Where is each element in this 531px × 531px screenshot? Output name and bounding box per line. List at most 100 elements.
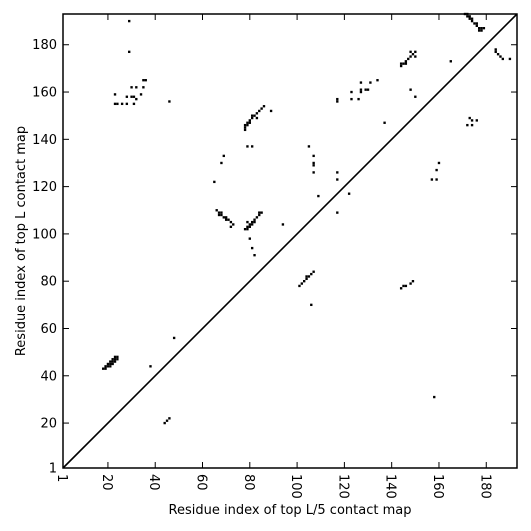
- contact-point: [409, 55, 412, 58]
- x-tick-label: 60: [194, 474, 209, 491]
- contact-point: [229, 220, 233, 224]
- contact-point: [243, 123, 247, 127]
- y-tick-label: 120: [32, 180, 57, 195]
- contact-point: [250, 223, 254, 226]
- contact-point: [248, 223, 251, 226]
- contact-point: [409, 88, 412, 91]
- diagonal-line: [62, 13, 518, 469]
- contact-point: [168, 100, 171, 103]
- contact-point: [305, 277, 308, 281]
- contact-point: [246, 121, 249, 124]
- contact-point: [350, 90, 353, 94]
- contact-point: [116, 102, 119, 106]
- contact-point: [104, 367, 107, 370]
- contact-point: [336, 178, 339, 181]
- contact-point: [449, 60, 452, 63]
- plot-frame: [62, 13, 518, 469]
- contact-point: [494, 50, 497, 54]
- contact-point: [473, 22, 476, 25]
- contact-point: [232, 223, 235, 226]
- contact-point: [402, 62, 405, 65]
- y-tick-label: 60: [40, 322, 57, 337]
- x-tick-label: 40: [146, 474, 161, 491]
- contact-point: [253, 220, 256, 224]
- contact-point: [250, 145, 254, 148]
- contact-point: [246, 227, 249, 231]
- y-axis-label: Residue index of top L contact map: [14, 126, 29, 356]
- y-tick-label: 100: [32, 227, 57, 242]
- contact-point: [111, 358, 114, 361]
- contact-point: [258, 211, 261, 214]
- contact-point: [260, 107, 263, 110]
- contact-point: [470, 17, 474, 20]
- contact-point: [165, 419, 169, 422]
- contact-point: [475, 24, 478, 28]
- contact-point: [113, 93, 117, 96]
- contact-point: [215, 209, 218, 212]
- y-tick-label: 20: [40, 417, 57, 432]
- contact-points: [102, 12, 512, 425]
- contact-point: [359, 90, 363, 94]
- contact-point: [222, 154, 225, 158]
- contact-point: [336, 97, 339, 101]
- x-tick-label: 20: [99, 474, 114, 491]
- contact-point: [255, 216, 259, 219]
- contact-point: [262, 105, 266, 108]
- contact-point: [163, 421, 166, 425]
- contact-point: [243, 126, 247, 129]
- contact-point: [399, 62, 403, 65]
- contact-point: [470, 123, 474, 127]
- contact-point: [253, 254, 256, 257]
- y-tick-label: 140: [32, 133, 57, 148]
- y-tick-label: 40: [40, 369, 57, 384]
- x-tick-label: 180: [477, 474, 492, 499]
- contact-point: [399, 287, 403, 290]
- contact-point: [376, 79, 379, 82]
- contact-point: [220, 161, 223, 165]
- x-tick-label: 1: [54, 474, 69, 482]
- contact-point: [359, 81, 363, 84]
- contact-point: [246, 220, 249, 224]
- contact-point: [111, 362, 114, 366]
- contact-point: [248, 225, 251, 228]
- contact-point: [480, 29, 483, 32]
- contact-point: [250, 220, 254, 224]
- contact-point: [357, 97, 360, 101]
- contact-point: [508, 57, 512, 61]
- x-tick-label: 80: [241, 474, 256, 491]
- contact-point: [220, 211, 223, 214]
- contact-point: [435, 168, 438, 172]
- x-tick-label: 140: [383, 474, 398, 499]
- contact-point: [227, 218, 230, 221]
- contact-point: [300, 282, 304, 285]
- contact-point: [336, 171, 339, 174]
- contact-point: [243, 128, 247, 132]
- axis-ticks: 1 20 40 60 80 100 120 140 160 1801204060801001201…: [32, 14, 517, 499]
- contact-point: [253, 114, 256, 117]
- contact-point: [407, 57, 410, 61]
- contact-point: [404, 284, 408, 288]
- contact-point: [307, 145, 311, 148]
- contact-point: [250, 116, 254, 120]
- contact-point: [310, 272, 313, 276]
- contact-point: [336, 100, 339, 103]
- contact-point: [128, 50, 131, 54]
- contact-point: [248, 121, 251, 124]
- contact-point: [470, 19, 474, 23]
- contact-point: [142, 79, 145, 82]
- contact-point: [104, 365, 107, 368]
- contact-point: [255, 112, 259, 115]
- contact-point: [258, 213, 261, 217]
- contact-point: [501, 57, 504, 61]
- contact-point: [307, 275, 311, 278]
- contact-point: [128, 19, 131, 23]
- contact-point: [269, 109, 273, 113]
- contact-point: [475, 22, 478, 25]
- contact-point: [312, 270, 315, 273]
- contact-point: [312, 154, 315, 158]
- x-tick-label: 160: [430, 474, 445, 499]
- contact-point: [477, 27, 481, 30]
- contact-point: [142, 86, 145, 89]
- contact-point: [312, 171, 315, 174]
